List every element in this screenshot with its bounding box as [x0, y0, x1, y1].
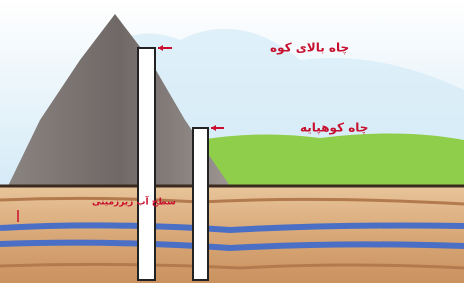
well-diagram: چاه بالای کوه چاه کوهپایه سطح آب زیرزمین…	[0, 0, 464, 283]
foothill-well	[193, 128, 208, 280]
foothill-well-label: چاه کوهپایه	[300, 121, 368, 136]
water-table-label: سطح آب زیرزمینی	[92, 196, 176, 208]
grass	[200, 133, 464, 186]
mountain-well-label: چاه بالای کوه	[270, 41, 349, 56]
mountain-well	[138, 48, 155, 280]
